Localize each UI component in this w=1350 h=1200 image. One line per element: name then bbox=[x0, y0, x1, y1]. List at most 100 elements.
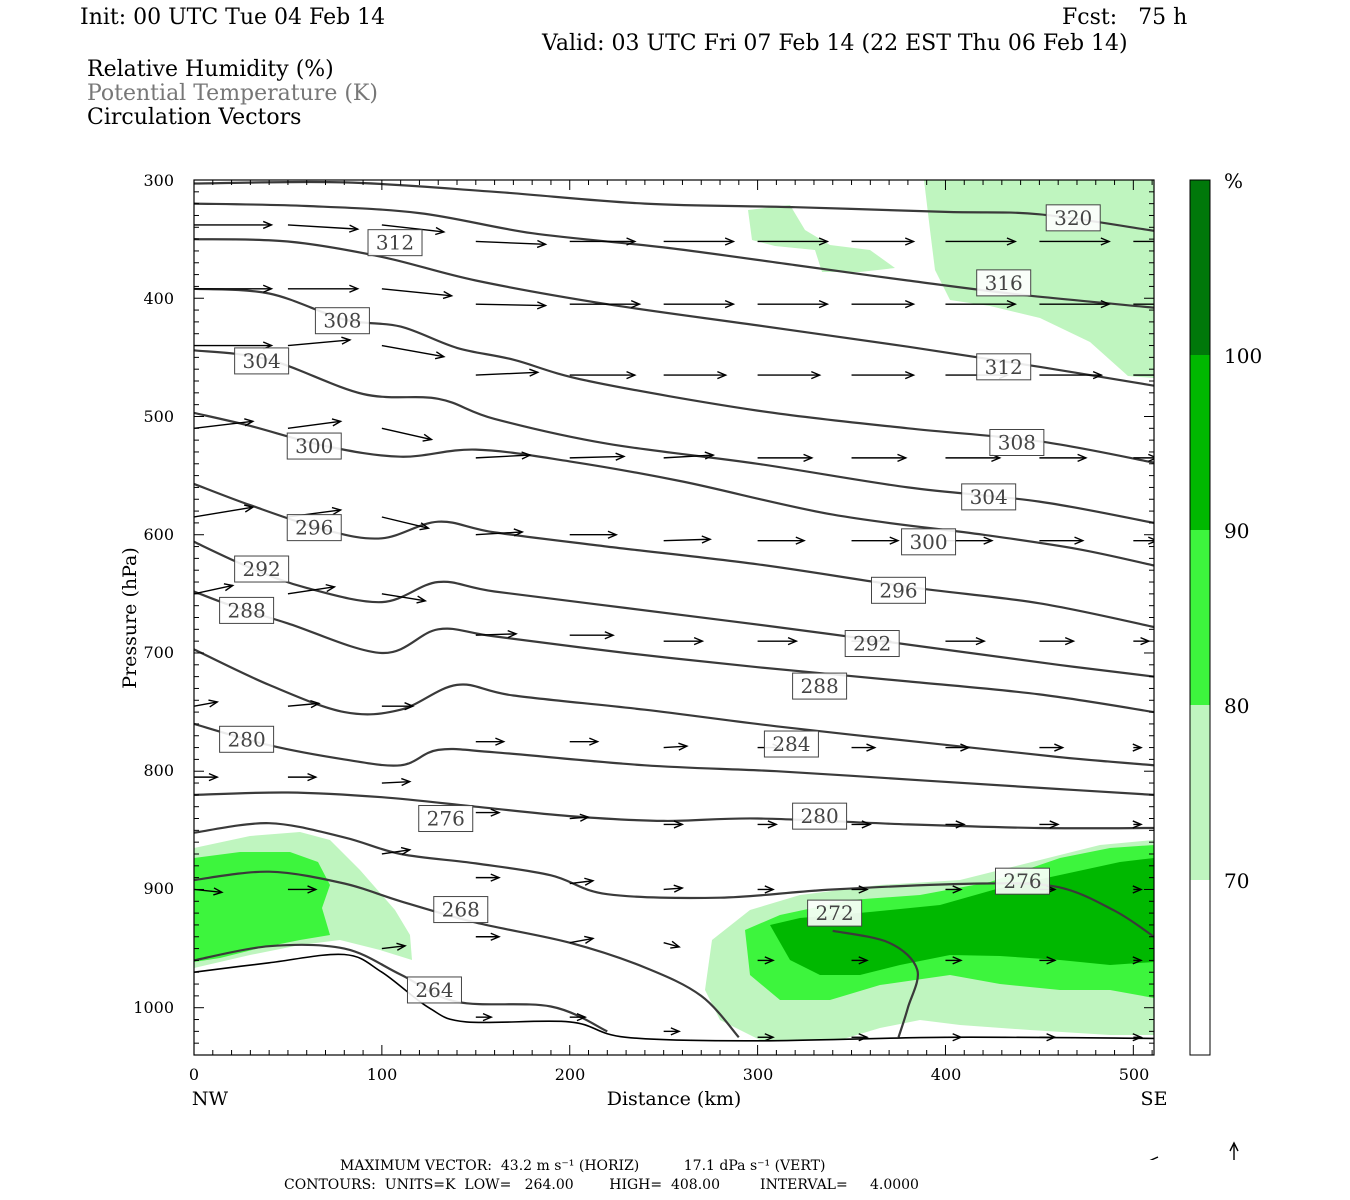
circulation-vector bbox=[194, 284, 274, 293]
y-tick-label: 800 bbox=[143, 761, 174, 780]
circulation-vector bbox=[475, 451, 532, 460]
circulation-vector bbox=[569, 452, 626, 461]
circulation-vector bbox=[757, 453, 814, 463]
circulation-vector bbox=[194, 772, 220, 782]
contour-label-text: 276 bbox=[1003, 869, 1041, 893]
contour-label-text: 316 bbox=[985, 271, 1023, 295]
circulation-vector bbox=[1133, 453, 1154, 463]
contour-label-text: 296 bbox=[879, 578, 917, 602]
reference-vector-icon bbox=[1149, 1141, 1239, 1160]
field-rh-title: Relative Humidity (%) bbox=[87, 57, 334, 82]
init-time: Init: 00 UTC Tue 04 Feb 14 bbox=[80, 5, 386, 30]
circulation-vector bbox=[569, 631, 615, 640]
isentrope-lines bbox=[194, 180, 1154, 1042]
contour-label: 280 bbox=[792, 802, 848, 830]
circulation-vector bbox=[1039, 956, 1057, 965]
circulation-vector bbox=[757, 956, 775, 965]
contour-label: 264 bbox=[406, 976, 462, 1004]
circulation-vector bbox=[945, 237, 1018, 246]
circulation-vector bbox=[287, 885, 318, 894]
contour-label-text: 300 bbox=[295, 434, 333, 458]
y-tick-label: 500 bbox=[143, 407, 174, 426]
circulation-vector bbox=[663, 300, 736, 309]
circulation-vector bbox=[663, 636, 705, 646]
circulation-vector bbox=[851, 743, 877, 752]
circulation-vector bbox=[569, 300, 642, 309]
contour-label: 316 bbox=[976, 269, 1032, 297]
contour-label: 312 bbox=[367, 229, 423, 257]
circulation-vector bbox=[945, 743, 971, 752]
contour-label: 288 bbox=[792, 672, 848, 700]
contour-label: 276 bbox=[418, 805, 474, 833]
x-axis-title: Distance (km) bbox=[607, 1088, 742, 1110]
circulation-vector bbox=[851, 885, 869, 894]
y-tick-label: 600 bbox=[143, 525, 174, 544]
circulation-vector bbox=[475, 932, 501, 941]
isentrope-line bbox=[194, 943, 608, 1033]
isentrope-line bbox=[194, 590, 1154, 714]
contour-label-text: 264 bbox=[415, 978, 453, 1002]
circulation-vector bbox=[851, 536, 900, 545]
circulation-vector bbox=[1132, 1033, 1143, 1042]
circulation-vector bbox=[194, 583, 235, 595]
circulation-vector bbox=[194, 418, 255, 430]
rh-region-70 bbox=[924, 180, 1154, 378]
circulation-vector bbox=[757, 300, 830, 309]
contour-label: 312 bbox=[976, 353, 1032, 381]
circulation-vector bbox=[381, 516, 431, 531]
circulation-vector bbox=[287, 284, 360, 293]
circulation-vector bbox=[1039, 536, 1085, 545]
y-tick-label: 1000 bbox=[133, 998, 174, 1017]
circulation-vector bbox=[569, 237, 637, 246]
circulation-vector bbox=[381, 224, 446, 236]
contour-label: 296 bbox=[286, 514, 342, 542]
circulation-vector bbox=[945, 1033, 963, 1042]
circulation-vector bbox=[851, 300, 916, 309]
y-tick-label: 900 bbox=[143, 879, 174, 898]
contour-label: 268 bbox=[433, 896, 489, 924]
field-vectors-title: Circulation Vectors bbox=[87, 105, 302, 130]
x-tick-label: 200 bbox=[555, 1065, 586, 1084]
contour-label-text: 268 bbox=[442, 898, 480, 922]
circulation-vector bbox=[1039, 820, 1060, 829]
contour-label-text: 280 bbox=[801, 804, 839, 828]
contour-label: 308 bbox=[314, 307, 370, 335]
circulation-vector bbox=[287, 336, 352, 347]
circulation-vector bbox=[569, 370, 637, 380]
circulation-vector bbox=[663, 820, 685, 829]
circulation-vector bbox=[757, 1033, 775, 1042]
circulation-vector bbox=[945, 885, 963, 894]
contour-label-text: 276 bbox=[427, 807, 465, 831]
circulation-vector bbox=[1133, 636, 1151, 646]
circulation-vector bbox=[194, 699, 220, 708]
x-tick-label: 500 bbox=[1119, 1065, 1150, 1084]
circulation-vector bbox=[1039, 743, 1065, 752]
contour-label-text: 312 bbox=[985, 355, 1023, 379]
circulation-vector bbox=[1039, 300, 1111, 309]
contour-label-text: 272 bbox=[816, 901, 854, 925]
circulation-vector bbox=[287, 418, 343, 430]
circulation-vector bbox=[381, 344, 446, 360]
circulation-vector bbox=[1039, 453, 1088, 463]
circulation-vector bbox=[945, 636, 987, 646]
x-end-label-nw: NW bbox=[192, 1088, 229, 1110]
colorbar: % 70 80 90 100 bbox=[1189, 169, 1262, 1056]
contour-label-text: 288 bbox=[228, 598, 266, 622]
colorbar-unit: % bbox=[1224, 169, 1243, 193]
circulation-vector bbox=[663, 535, 712, 544]
colorbar-swatch-70 bbox=[1190, 705, 1210, 880]
rh-region-70 bbox=[748, 205, 895, 272]
circulation-vector bbox=[381, 777, 412, 787]
circulation-vector bbox=[851, 370, 916, 380]
circulation-vector bbox=[945, 956, 963, 965]
x-tick-label: 300 bbox=[743, 1065, 774, 1084]
contour-label-text: 304 bbox=[243, 349, 281, 373]
circulation-vector bbox=[663, 742, 689, 751]
x-tick-label: 400 bbox=[931, 1065, 962, 1084]
circulation-vector bbox=[475, 528, 525, 537]
circulation-vector bbox=[194, 220, 274, 230]
contour-label-text: 320 bbox=[1054, 206, 1092, 230]
colorbar-swatch-100 bbox=[1190, 180, 1210, 355]
isentrope-line bbox=[832, 929, 920, 1038]
contour-label: 308 bbox=[989, 429, 1045, 456]
